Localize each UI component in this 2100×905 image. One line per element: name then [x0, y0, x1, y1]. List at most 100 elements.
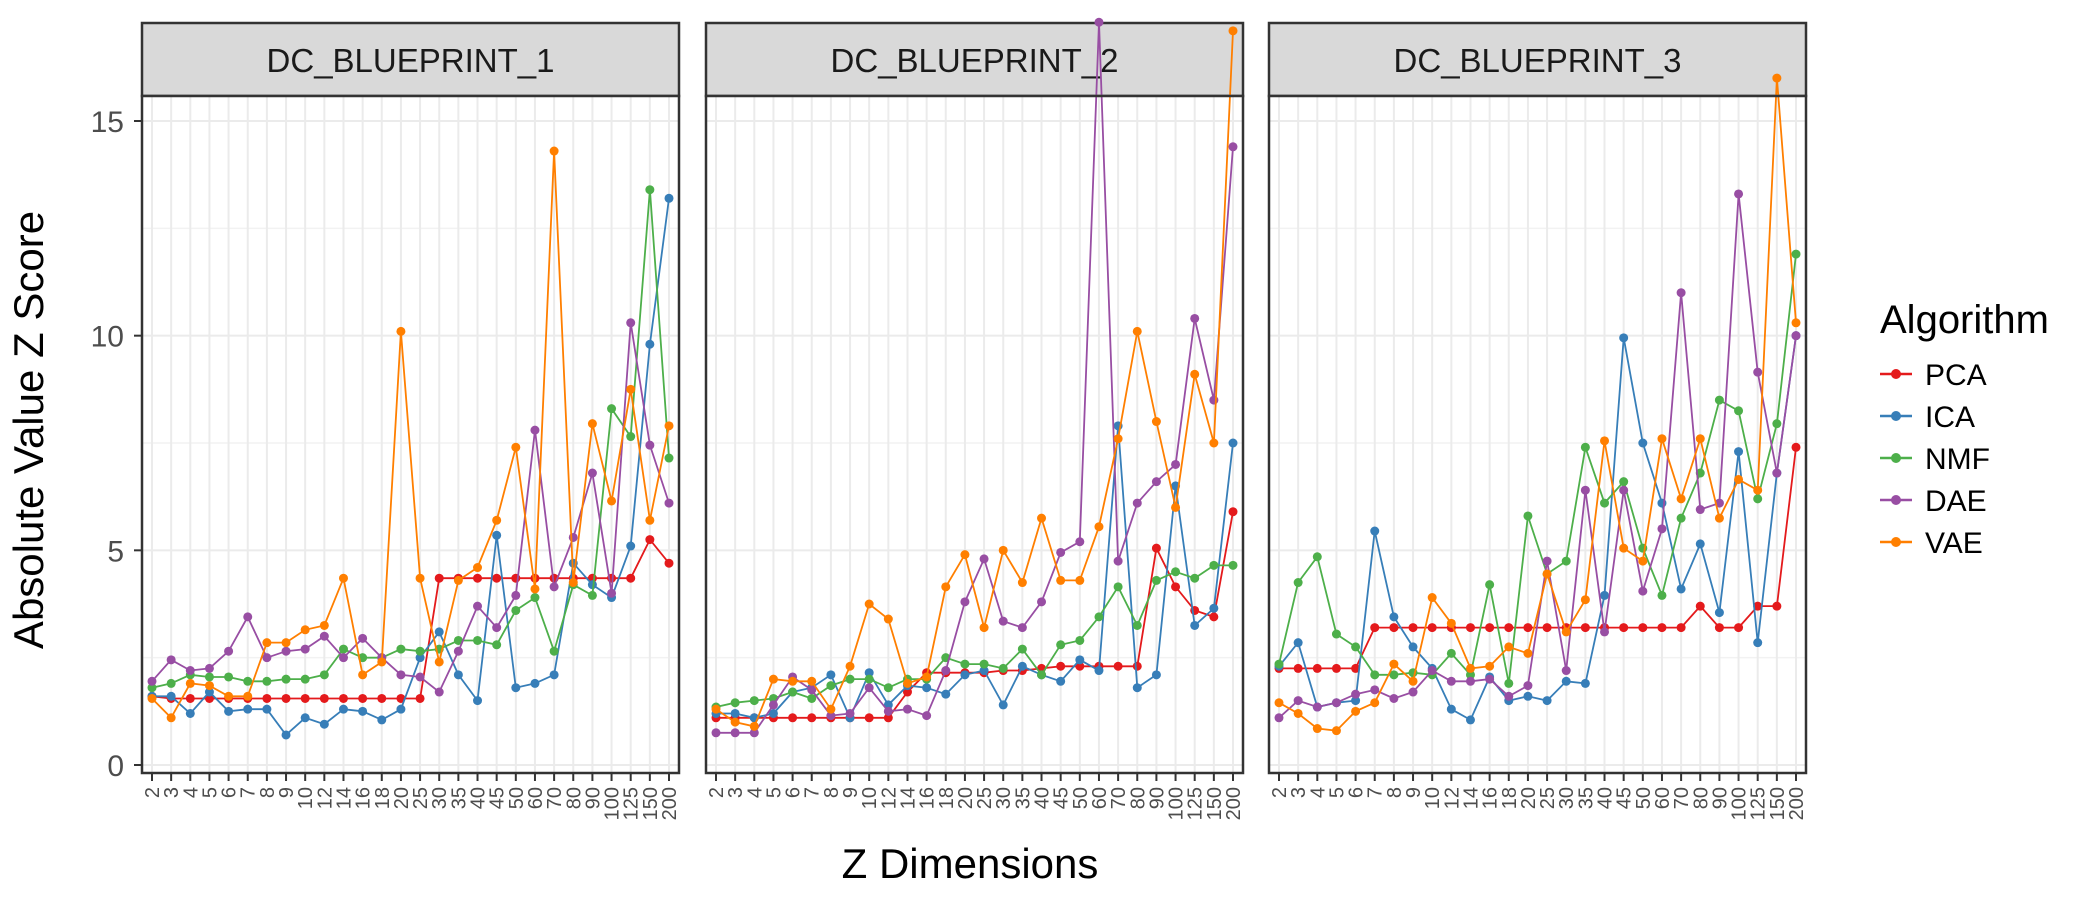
- facet-strip-label: DC_BLUEPRINT_2: [831, 42, 1119, 79]
- data-point-vae: [1561, 627, 1571, 637]
- data-point-vae: [453, 575, 463, 585]
- x-tick-label: 16: [353, 787, 375, 809]
- data-point-vae: [1542, 569, 1552, 579]
- facet-panel-1: DC_BLUEPRINT_123456789101214161820253035…: [140, 21, 681, 820]
- data-point-pca: [1619, 623, 1629, 633]
- x-tick-label: 80: [563, 787, 585, 809]
- facet-strip: [140, 21, 681, 98]
- data-point-pca: [1791, 442, 1801, 452]
- data-point-ica: [1293, 638, 1303, 648]
- data-point-dae: [166, 655, 176, 665]
- x-axis-label: Z Dimensions: [842, 840, 1099, 887]
- data-point-dae: [883, 706, 893, 716]
- data-point-vae: [845, 661, 855, 671]
- data-point-dae: [626, 318, 636, 328]
- data-point-dae: [1657, 524, 1667, 534]
- data-point-pca: [1370, 623, 1380, 633]
- data-point-vae: [1695, 434, 1705, 444]
- data-point-nmf: [1094, 612, 1104, 622]
- data-point-ica: [979, 666, 989, 676]
- data-point-pca: [626, 573, 636, 583]
- data-point-nmf: [473, 635, 483, 645]
- x-tick-label: 40: [1032, 787, 1054, 809]
- x-tick-label: 125: [1748, 787, 1770, 820]
- data-point-vae: [473, 563, 483, 573]
- data-point-vae: [1171, 502, 1181, 512]
- data-point-nmf: [453, 635, 463, 645]
- data-point-pca: [185, 693, 195, 703]
- data-point-ica: [262, 704, 272, 714]
- x-tick-label: 3: [161, 787, 183, 798]
- x-tick-label: 40: [468, 787, 490, 809]
- data-point-pca: [1485, 623, 1495, 633]
- data-point-dae: [473, 601, 483, 611]
- x-tick-label: 150: [640, 787, 662, 820]
- data-point-pca: [1580, 623, 1590, 633]
- x-tick-label: 16: [1480, 787, 1502, 809]
- facet-strip-label: DC_BLUEPRINT_3: [1394, 42, 1682, 79]
- data-point-vae: [1504, 642, 1514, 652]
- legend-item-vae: VAE: [1880, 527, 1983, 560]
- data-point-dae: [845, 708, 855, 718]
- data-point-vae: [941, 582, 951, 592]
- series-line-nmf: [715, 564, 1233, 708]
- data-point-nmf: [1037, 670, 1047, 680]
- data-point-dae: [453, 646, 463, 656]
- x-tick-label: 8: [1384, 787, 1406, 798]
- series-line-dae: [1278, 193, 1797, 719]
- data-point-dae: [1228, 142, 1238, 152]
- data-point-dae: [338, 653, 348, 663]
- data-point-ica: [377, 715, 387, 725]
- data-point-dae: [1753, 367, 1763, 377]
- data-point-ica: [1638, 438, 1648, 448]
- data-point-vae: [185, 678, 195, 688]
- data-point-nmf: [1151, 575, 1161, 585]
- data-point-pca: [204, 693, 214, 703]
- data-point-nmf: [1209, 560, 1219, 570]
- data-point-pca: [1075, 661, 1085, 671]
- y-tick-label: 5: [107, 535, 124, 568]
- legend-item-dae: DAE: [1880, 485, 1987, 518]
- data-point-pca: [788, 713, 798, 723]
- data-point-pca: [473, 573, 483, 583]
- series-line-vae: [715, 30, 1234, 728]
- data-point-ica: [768, 708, 778, 718]
- data-point-dae: [147, 676, 157, 686]
- data-point-vae: [1094, 522, 1104, 532]
- data-point-ica: [1695, 539, 1705, 549]
- data-point-vae: [730, 717, 740, 727]
- data-point-dae: [1619, 485, 1629, 495]
- data-point-pca: [358, 693, 368, 703]
- series-vae: [147, 146, 674, 723]
- data-point-dae: [1791, 331, 1801, 341]
- panel-background: [142, 96, 679, 773]
- data-point-pca: [1504, 623, 1514, 633]
- data-point-ica: [1209, 603, 1219, 613]
- data-point-dae: [434, 687, 444, 697]
- data-point-dae: [319, 631, 329, 641]
- series-line-dae: [716, 22, 1234, 734]
- data-point-vae: [1408, 676, 1418, 686]
- y-axis: 0 5 10 15: [91, 106, 142, 783]
- x-tick-label: 18: [1499, 787, 1521, 809]
- data-point-vae: [1676, 494, 1686, 504]
- data-point-nmf: [788, 687, 798, 697]
- data-point-nmf: [883, 683, 893, 693]
- data-point-nmf: [1580, 442, 1590, 452]
- data-point-ica: [185, 708, 195, 718]
- legend-label: ICA: [1925, 401, 1975, 434]
- data-point-vae: [1580, 595, 1590, 605]
- data-point-nmf: [396, 644, 406, 654]
- data-point-dae: [1190, 313, 1200, 323]
- data-point-dae: [1274, 713, 1284, 723]
- data-point-vae: [281, 638, 291, 648]
- x-tick-label: 7: [802, 787, 824, 798]
- data-point-dae: [224, 646, 234, 656]
- data-point-vae: [511, 442, 521, 452]
- data-point-ica: [1542, 696, 1552, 706]
- data-point-pca: [1228, 507, 1238, 517]
- data-point-vae: [864, 599, 874, 609]
- y-tick-label: 15: [91, 106, 124, 139]
- data-point-ica: [826, 670, 836, 680]
